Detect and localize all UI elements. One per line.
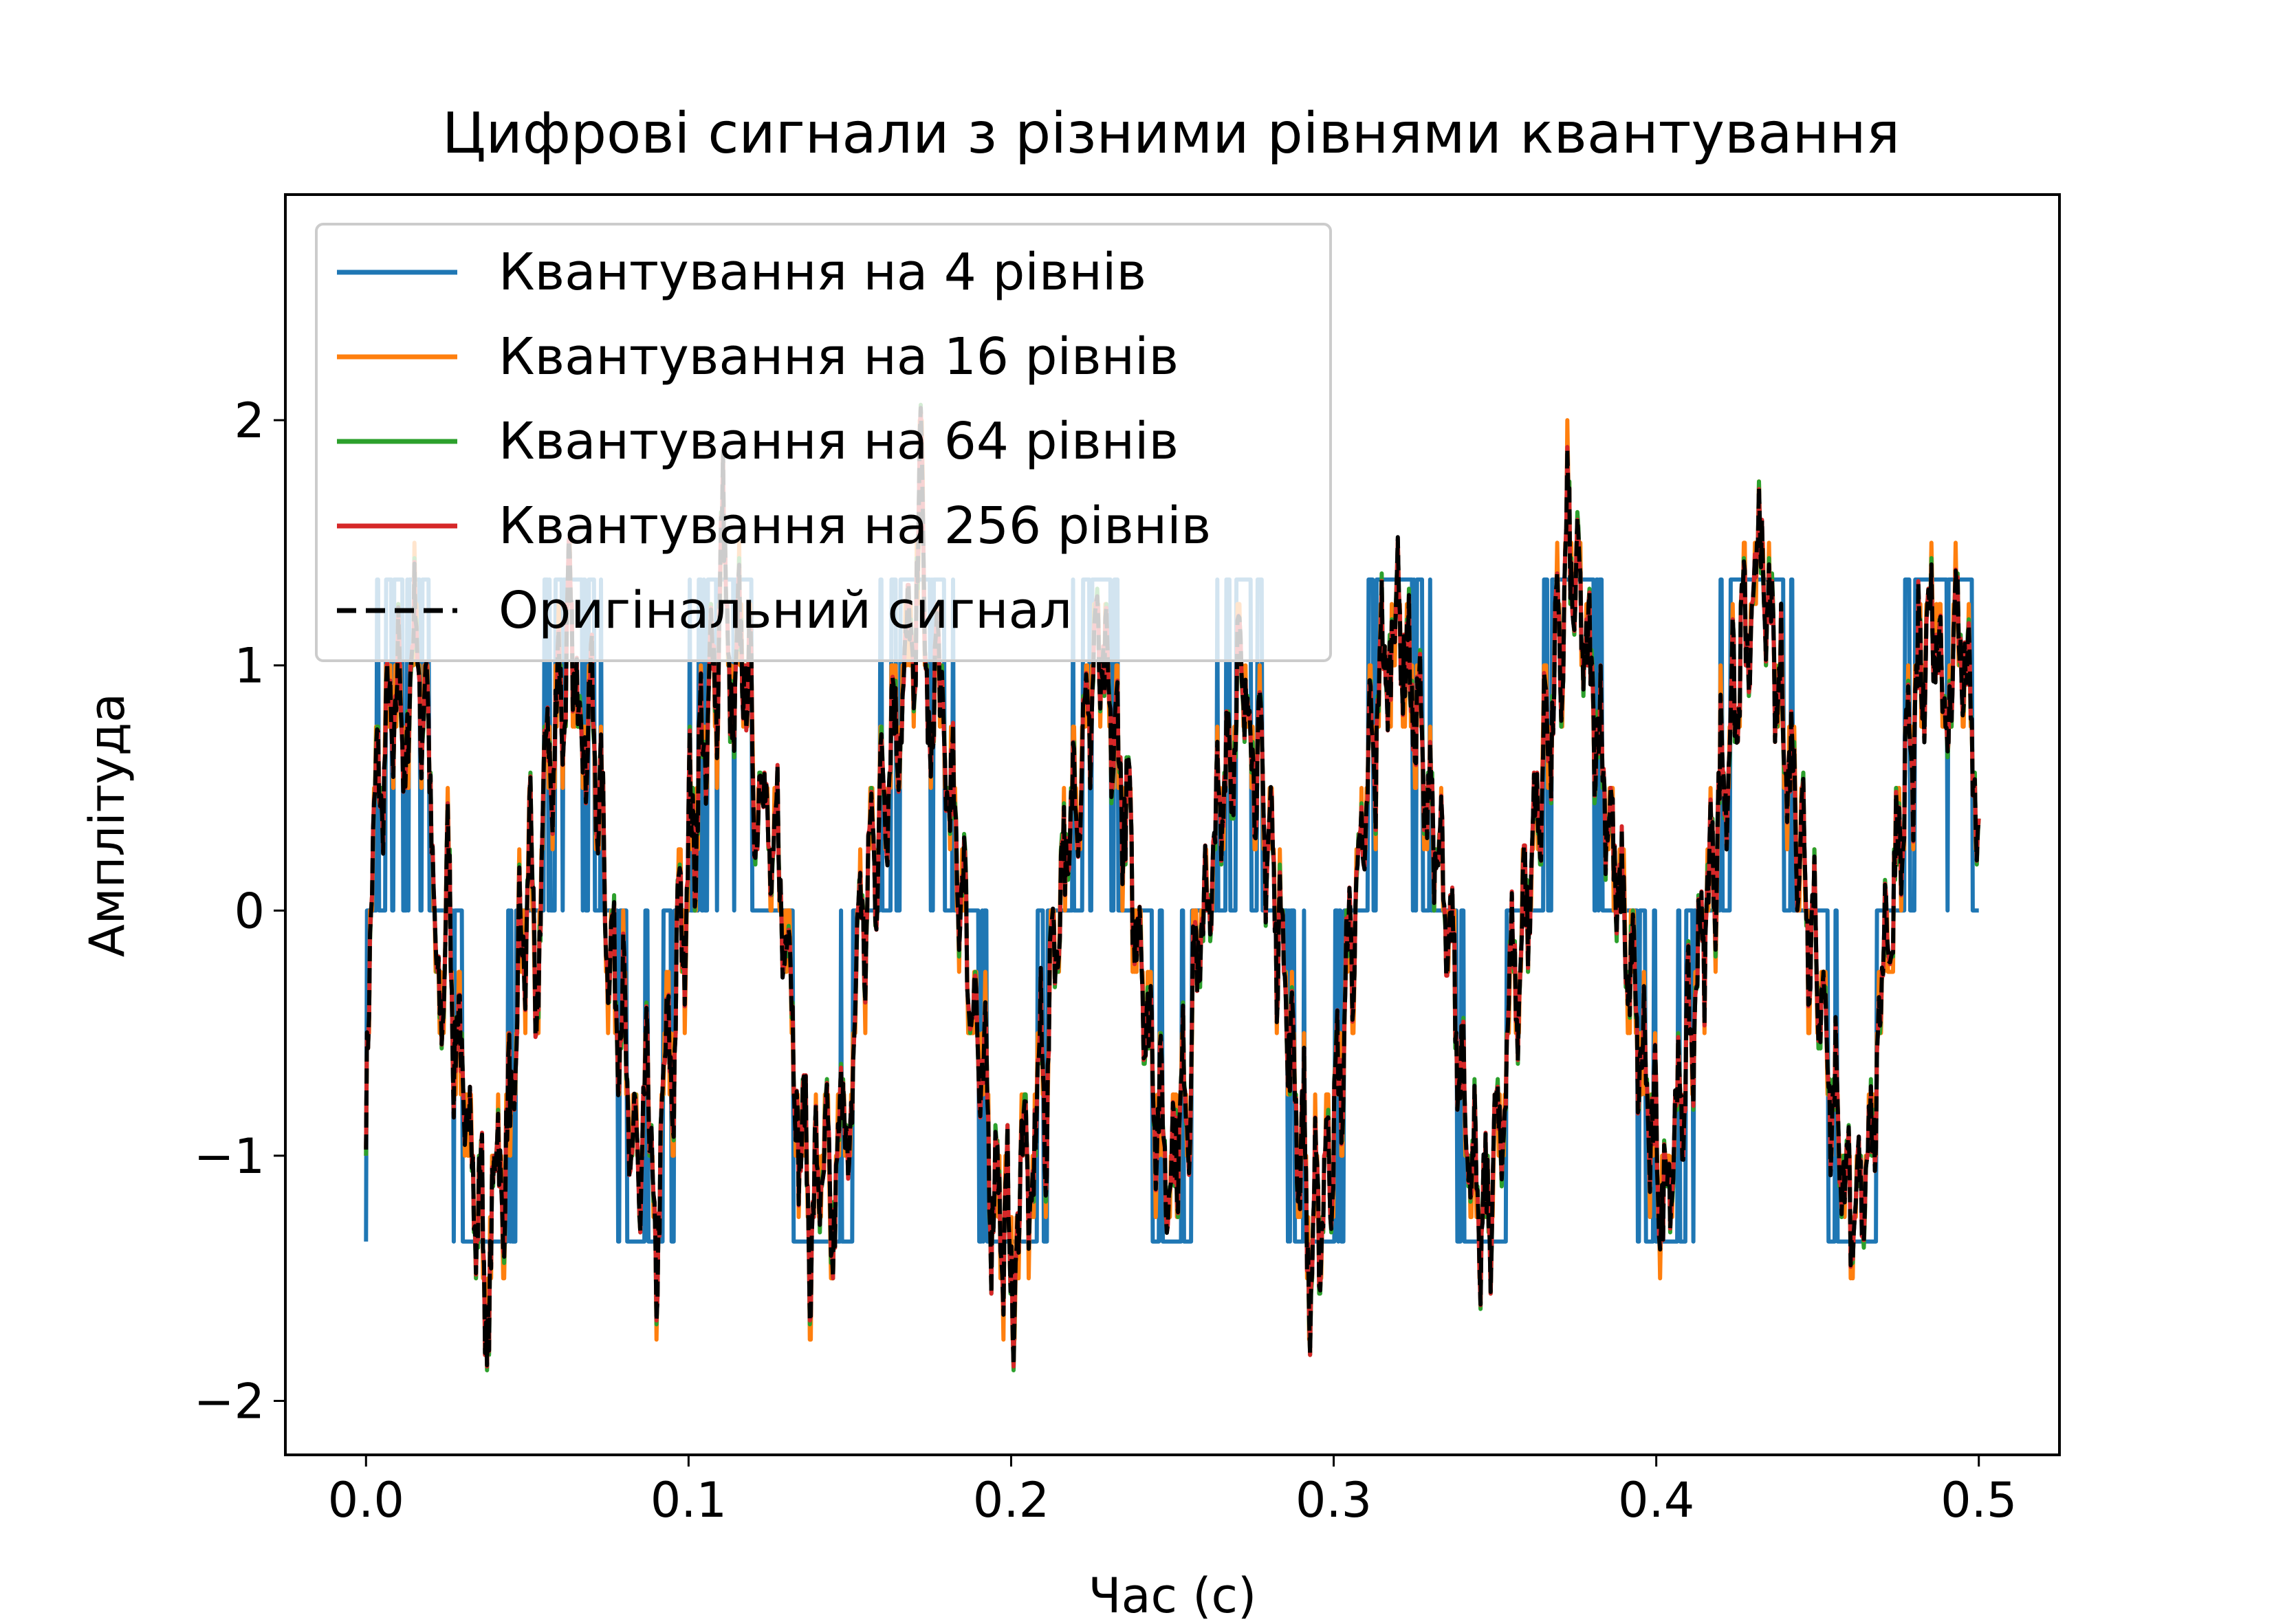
legend-label: Оригінальний сигнал bbox=[499, 581, 1072, 640]
y-tick-label: 2 bbox=[234, 393, 265, 449]
x-tick-label: 0.2 bbox=[973, 1472, 1049, 1528]
x-tick-label: 0.3 bbox=[1295, 1472, 1372, 1528]
x-axis-ticks: 0.0 0.1 0.2 0.3 0.4 0.5 bbox=[328, 1455, 2017, 1528]
series-layer bbox=[364, 402, 1981, 1372]
legend-label: Квантування на 4 рівнів bbox=[499, 243, 1146, 302]
plot-frame bbox=[284, 193, 2061, 1456]
y-tick-label: 1 bbox=[234, 638, 265, 694]
y-tick-label: −1 bbox=[194, 1128, 265, 1185]
y-tick-label: −2 bbox=[194, 1374, 265, 1430]
x-tick-label: 0.4 bbox=[1618, 1472, 1694, 1528]
x-tick-label: 0.1 bbox=[651, 1472, 727, 1528]
x-axis-label: Час (с) bbox=[1089, 1568, 1257, 1624]
y-tick-label: 0 bbox=[234, 883, 265, 939]
legend-box bbox=[315, 223, 1332, 662]
legend: Квантування на 4 рівнів Квантування на 16… bbox=[315, 223, 1332, 662]
y-axis-ticks: −2 −1 0 1 2 bbox=[194, 393, 285, 1430]
x-tick-label: 0.0 bbox=[328, 1472, 404, 1528]
legend-label: Квантування на 16 рівнів bbox=[499, 327, 1179, 386]
series-line-5 bbox=[364, 406, 1981, 1368]
x-tick-label: 0.5 bbox=[1940, 1472, 2017, 1528]
legend-label: Квантування на 64 рівнів bbox=[499, 412, 1179, 471]
legend-label: Квантування на 256 рівнів bbox=[499, 496, 1211, 556]
y-axis-label: Амплітуда bbox=[79, 693, 135, 957]
chart-title: Цифрові сигнали з різними рівнями кванту… bbox=[442, 101, 1900, 166]
